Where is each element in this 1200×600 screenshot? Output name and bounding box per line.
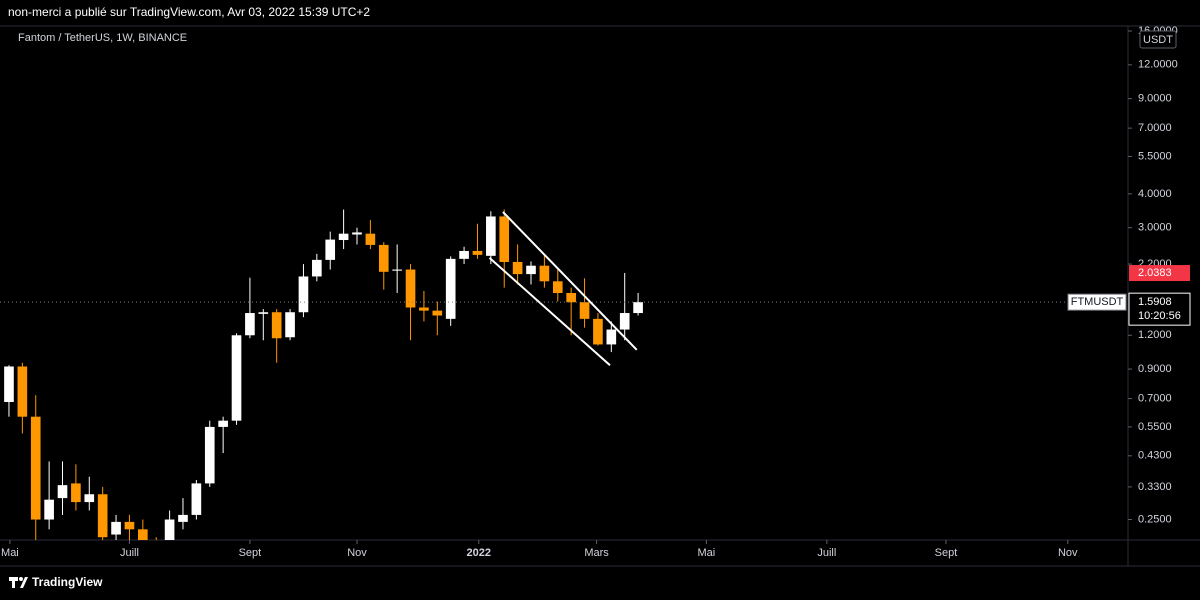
y-tick-label: 1.2000 (1138, 329, 1172, 341)
candle-body (419, 307, 429, 311)
candle-body (124, 521, 135, 530)
x-tick-label: Nov (347, 547, 367, 559)
countdown: 10:20:56 (1138, 310, 1181, 322)
candle-body (30, 416, 41, 520)
candle-body (539, 265, 550, 282)
x-tick-label: Sept (935, 547, 958, 559)
candle-body (606, 329, 617, 345)
y-tick-label: 0.2500 (1138, 513, 1172, 525)
candle-body (593, 318, 603, 345)
candle-body (258, 312, 269, 314)
footer-logo (9, 577, 28, 588)
candle-body (472, 250, 483, 255)
candle-body (97, 494, 108, 538)
candle-body (392, 269, 402, 271)
y-tick-label: 5.5000 (1138, 150, 1172, 162)
candle-body (459, 250, 469, 259)
candle-body (445, 258, 456, 319)
candle-body (204, 426, 215, 484)
candle-body (365, 233, 376, 245)
candle-body (298, 276, 309, 313)
y-tick-label: 3.0000 (1138, 222, 1172, 234)
last-price-box (1128, 292, 1191, 326)
candle-body (512, 261, 523, 275)
candle-body (245, 313, 255, 336)
y-tick-label: 0.5500 (1138, 421, 1172, 433)
candle-body (285, 312, 295, 338)
last-price-label: 1.5908 (1138, 296, 1172, 308)
candle-body (619, 313, 630, 330)
currency-box[interactable] (1139, 30, 1177, 49)
header-text: non-merci a publié sur TradingView.com, … (8, 5, 370, 19)
price-marker-box (1129, 265, 1190, 282)
x-tick-label: Nov (1058, 547, 1078, 559)
symbol-label: FTMUSDT (1071, 296, 1124, 308)
chart-legend: Fantom / TetherUS, 1W, BINANCE (18, 32, 187, 44)
y-tick-label: 0.3300 (1138, 481, 1172, 493)
y-tick-label: 0.7000 (1138, 392, 1172, 404)
candle-body (526, 265, 536, 275)
candle-body (633, 302, 643, 314)
y-tick-label: 9.0000 (1138, 93, 1172, 105)
candle-body (271, 312, 282, 339)
candle-body (579, 302, 590, 319)
y-tick-label: 12.0000 (1138, 59, 1178, 71)
candle-body (111, 521, 121, 535)
candle-body (432, 310, 443, 316)
candle-body (138, 529, 148, 540)
candle-body (566, 292, 576, 303)
y-tick-label: 7.0000 (1138, 122, 1172, 134)
candle-body (44, 499, 54, 520)
candle-body (17, 366, 28, 417)
axes: 16.000012.00009.00007.00005.50004.00003.… (1, 25, 1178, 559)
x-tick-label: Juill (817, 547, 836, 559)
candle-body (405, 269, 416, 308)
candle-body (71, 483, 81, 503)
overlay: FTMUSDT 1.5908 10:20:56 2.0383 (1067, 265, 1191, 326)
trendline (502, 211, 638, 351)
currency[interactable]: USDT (1143, 34, 1173, 46)
symbol-box (1067, 293, 1127, 311)
x-tick-label: 2022 (467, 547, 491, 559)
candle-body (164, 519, 175, 540)
candle-body (499, 216, 510, 262)
candle-body (552, 281, 563, 293)
candle-body (325, 239, 336, 260)
x-tick-label: Mars (584, 547, 609, 559)
candle-body (352, 232, 362, 235)
x-tick-label: Mai (697, 547, 715, 559)
candle-body (57, 485, 68, 499)
candle-body (486, 216, 496, 256)
y-tick-label: 0.9000 (1138, 363, 1172, 375)
trendline (488, 257, 611, 366)
plot (0, 209, 1128, 540)
candle-body (338, 233, 349, 241)
candle-body (378, 244, 389, 272)
candle-body (178, 514, 188, 522)
price-marker-label: 2.0383 (1138, 267, 1172, 279)
candle-body (84, 494, 95, 503)
y-tick-label: 0.4300 (1138, 450, 1172, 462)
x-tick-label: Juill (120, 547, 139, 559)
y-tick-label: 4.0000 (1138, 188, 1172, 200)
footer-brand: TradingView (32, 575, 103, 589)
candle-body (312, 259, 322, 277)
candle-body (218, 420, 228, 427)
x-tick-label: Sept (239, 547, 262, 559)
candle-body (4, 366, 14, 402)
candle-body (231, 335, 242, 421)
x-tick-label: Mai (1, 547, 19, 559)
candle-body (191, 483, 202, 515)
